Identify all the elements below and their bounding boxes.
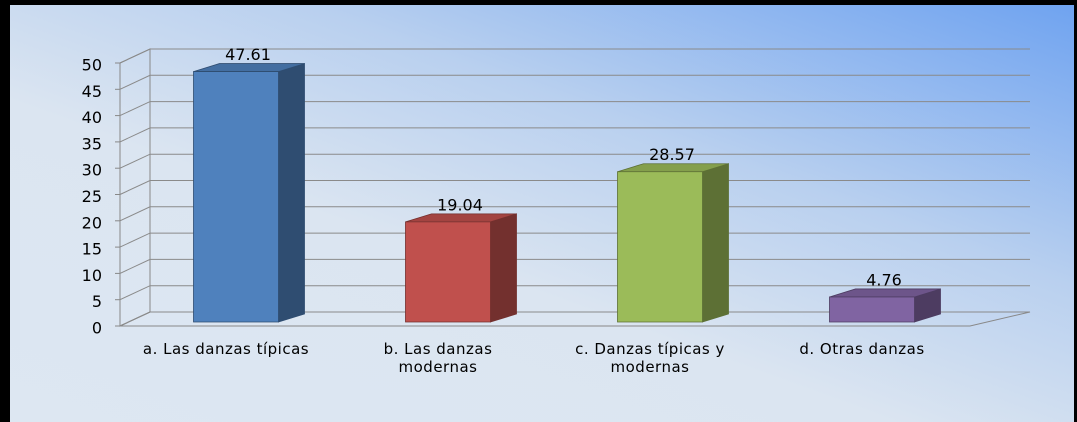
y-tick-label: 45 [82,82,102,101]
grid-line [119,206,1030,222]
value-label: 4.76 [866,270,902,289]
y-tick-label: 10 [82,266,102,285]
bar-side [490,213,517,323]
x-tick-label: c. Danzas típicas y modernas [575,340,725,376]
value-label: 47.61 [225,45,271,64]
y-tick-label: 40 [82,108,102,127]
grid-line [119,232,1030,248]
bar-front [617,171,703,323]
x-tick-label: b. Las danzas modernas [383,340,493,376]
bar [405,213,517,323]
bar [193,63,305,323]
grid-line [119,311,1030,327]
grid-line [119,127,1030,143]
y-tick-label: 25 [82,187,102,206]
grid-line [119,48,1030,64]
value-label: 19.04 [437,195,483,214]
bar-front [193,71,279,323]
x-tick-label: d. Otras danzas [799,340,925,358]
bar-side [702,163,729,323]
grid-line [119,180,1030,195]
bar [617,163,729,323]
grid-line [119,258,1030,274]
value-label: 28.57 [649,145,695,164]
y-tick-label: 5 [92,292,102,311]
chart: 0 5 10 15 20 25 30 35 40 45 50 47.61 19.04 28.57 4.76 [82,45,1031,338]
grid-line [119,74,1030,90]
y-tick-label: 35 [82,134,102,153]
y-tick-label: 50 [82,56,102,75]
grid-line [119,285,1030,301]
grid-line [119,153,1030,169]
bar-front [405,221,491,323]
x-tick-label: a. Las danzas típicas [142,340,310,358]
bar-front [829,296,915,323]
y-tick-label: 20 [82,213,102,232]
grid-line [119,101,1030,117]
y-tick-label: 30 [82,161,102,180]
bar-side [278,63,305,323]
y-tick-label: 0 [92,319,102,338]
y-tick-label: 15 [82,240,102,259]
bar [829,288,941,323]
